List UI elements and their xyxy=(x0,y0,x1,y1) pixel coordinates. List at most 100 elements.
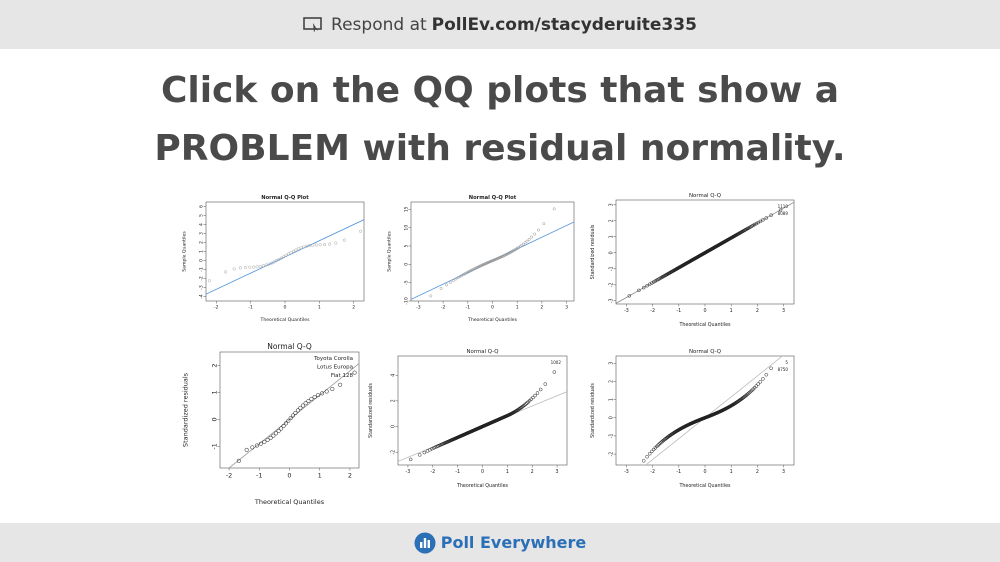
qq-point xyxy=(658,441,663,445)
qq-point xyxy=(756,382,760,386)
poll-url[interactable]: PollEv.com/stacyderuite335 xyxy=(431,14,697,35)
plot-area xyxy=(411,207,574,300)
qq-point xyxy=(258,441,263,446)
qq-point xyxy=(754,384,759,388)
qq-plot-1[interactable]: Normal Q-Q Plot -2 -1 0 1 2 -4 -3 -2 -1 0 1 2 3 4 5 6 The… xyxy=(180,190,370,325)
qq-point xyxy=(318,243,322,247)
qq-point xyxy=(417,453,422,457)
qq-point xyxy=(761,218,765,222)
screen-cursor-icon xyxy=(303,16,322,32)
qq-point xyxy=(523,241,527,245)
plot-area xyxy=(206,219,364,295)
plot-title: Normal Q-Q xyxy=(267,342,312,351)
x-tick-label: -3 xyxy=(416,305,421,311)
qq-point xyxy=(758,380,763,384)
qq-point xyxy=(265,437,270,442)
point-label: 8750 xyxy=(778,367,789,372)
x-tick-label: -1 xyxy=(455,469,460,475)
brand-name: Poll Everywhere xyxy=(440,533,587,552)
x-tick-label: -1 xyxy=(248,305,253,311)
qq-point xyxy=(283,421,288,426)
y-tick-label: 3 xyxy=(609,203,615,206)
qq-point xyxy=(303,401,308,406)
qq-point xyxy=(747,390,752,395)
qq-point xyxy=(322,242,327,247)
qq-point xyxy=(778,208,783,212)
qq-point xyxy=(300,403,305,408)
y-tick-label: -4 xyxy=(199,294,205,299)
qq-point xyxy=(764,216,769,220)
qq-point xyxy=(743,228,747,232)
qq-point xyxy=(342,238,347,242)
qq-point xyxy=(309,396,314,402)
qq-plot-4[interactable]: Normal Q-Q -2 -1 0 1 2 -1 0 1 2 Theoretical Quanti… xyxy=(180,338,365,508)
qq-point xyxy=(308,244,312,248)
plot-title: Normal Q-Q xyxy=(689,349,721,355)
respond-prefix: Respond at xyxy=(331,14,427,35)
qq-point xyxy=(252,265,256,269)
qq-plot-5[interactable]: Normal Q-Q -3 -2 -1 0 1 2 3 -2 0 2 4 Theoretical Qua… xyxy=(366,346,581,491)
x-tick-label: 2 xyxy=(756,469,759,475)
qq-point xyxy=(445,283,448,287)
qq-point xyxy=(291,413,296,418)
qq-point xyxy=(279,426,284,431)
point-label: Toyota Corolla xyxy=(313,356,353,362)
qq-plot-4-svg: Normal Q-Q -2 -1 0 1 2 -1 0 1 2 Theoretical Quanti… xyxy=(182,342,360,506)
y-tick-label: 3 xyxy=(609,362,615,365)
point-label: Fiat 128 xyxy=(331,373,354,379)
qq-point xyxy=(359,229,363,233)
y-tick-label: -2 xyxy=(391,450,397,455)
qq-point xyxy=(645,283,649,288)
plot-frame xyxy=(410,201,575,302)
qq-plot-6[interactable]: Normal Q-Q -3 -2 -1 0 1 2 3 -2 -1 0 1 2 3 Theoretical … xyxy=(588,346,808,491)
qq-point xyxy=(408,457,413,462)
x-tick-label: -2 xyxy=(441,305,446,311)
qq-point xyxy=(293,410,298,415)
x-tick-label: 2 xyxy=(531,469,534,475)
qq-point xyxy=(316,393,321,398)
plot-title: Normal Q-Q Plot xyxy=(469,195,517,201)
qq-point xyxy=(454,277,458,281)
qq-point xyxy=(295,408,300,413)
qq-point xyxy=(338,382,343,387)
x-tick-label: -2 xyxy=(226,472,232,480)
y-tick-label: 2 xyxy=(609,380,615,383)
qq-point xyxy=(429,294,433,298)
x-tick-label: 1 xyxy=(516,305,519,311)
qq-point xyxy=(264,263,268,267)
x-tick-label: 0 xyxy=(703,469,706,475)
x-tick-label: -2 xyxy=(650,308,655,314)
qq-point xyxy=(779,352,782,355)
x-axis-label: Theoretical Quantiles xyxy=(467,317,518,323)
qq-point xyxy=(294,248,298,252)
y-tick-label: -1 xyxy=(211,443,219,449)
y-axis-label: Standardized residuals xyxy=(368,383,374,438)
qq-point xyxy=(334,241,338,245)
qq-point xyxy=(656,443,660,447)
qq-point xyxy=(769,213,773,217)
plot-frame xyxy=(397,355,568,466)
y-tick-label: -2 xyxy=(609,452,615,457)
qq-plot-3[interactable]: Normal Q-Q -3 -2 -1 0 1 2 3 -3 -2 -1 0 1 2 3 Theoretica… xyxy=(588,190,808,330)
x-axis-label: Theoretical Quantiles xyxy=(260,317,311,323)
qq-point xyxy=(769,366,773,371)
qq-point xyxy=(533,232,537,236)
poll-everywhere-logo[interactable]: Poll Everywhere xyxy=(414,532,587,554)
plot-frame xyxy=(615,355,795,466)
qq-plot-6-svg: Normal Q-Q -3 -2 -1 0 1 2 3 -2 -1 0 1 2 3 Theoretical … xyxy=(590,349,795,489)
y-tick-label: 4 xyxy=(199,223,205,226)
plot-area xyxy=(616,201,794,304)
plot-title: Normal Q-Q xyxy=(467,349,499,355)
qq-point xyxy=(311,243,315,247)
x-tick-label: 1 xyxy=(318,472,322,480)
x-tick-label: 0 xyxy=(284,305,287,311)
question-title: Click on the QQ plots that show a PROBLE… xyxy=(154,70,846,169)
x-tick-label: -1 xyxy=(676,469,681,475)
qq-point xyxy=(306,398,311,404)
x-tick-label: 0 xyxy=(491,305,494,311)
y-axis-label: Standardized residuals xyxy=(590,383,596,438)
y-tick-label: 4 xyxy=(391,374,397,377)
qq-plot-2[interactable]: Normal Q-Q Plot -3 -2 -1 0 1 2 3 -10 -5 0 5 10 15 Theo… xyxy=(385,190,580,325)
qq-point xyxy=(269,261,274,265)
qq-point xyxy=(250,445,255,450)
